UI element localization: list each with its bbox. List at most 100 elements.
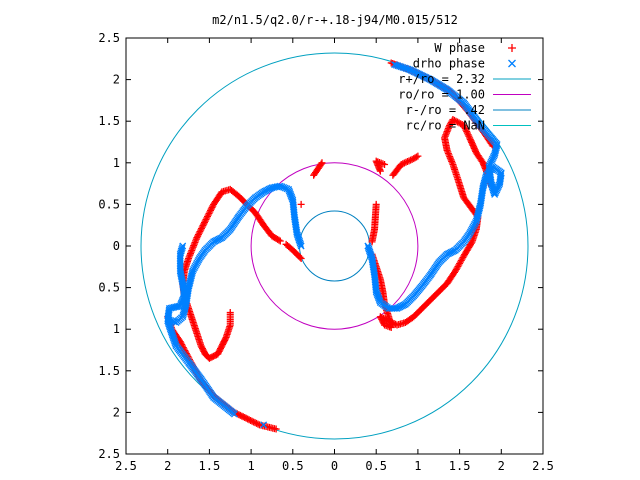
data-point [379, 314, 387, 322]
data-point [206, 208, 214, 216]
data-point [464, 131, 472, 139]
data-point [453, 264, 461, 272]
data-point [392, 61, 400, 69]
data-point [461, 124, 469, 132]
legend-marker [508, 59, 516, 68]
data-point [208, 203, 216, 211]
x-tick-label: 1 [247, 459, 254, 473]
data-point [283, 242, 291, 250]
data-point [454, 118, 462, 126]
data-point [203, 214, 211, 222]
data-point [318, 159, 326, 167]
data-point [470, 143, 478, 151]
y-tick-label: 2 [113, 73, 120, 87]
data-point [179, 242, 187, 250]
data-point [414, 152, 422, 160]
data-point [455, 261, 463, 269]
data-point [466, 134, 474, 142]
data-point [204, 213, 212, 221]
data-point [297, 200, 305, 208]
data-point [196, 228, 204, 236]
data-point [376, 313, 384, 321]
data-point [202, 216, 210, 224]
data-point [400, 159, 408, 167]
data-point [403, 158, 411, 166]
data-point [204, 211, 212, 219]
data-point [469, 141, 477, 149]
axis-ticks: 2.5 2 1.5 1 0.5 0 0.5 1 1.5 2 2.52.521.510.500.511… [98, 31, 554, 473]
legend-marker [508, 44, 516, 52]
data-point [390, 320, 398, 328]
data-point [194, 231, 202, 239]
data-point [452, 265, 460, 273]
data-point [230, 410, 238, 418]
legend-label: drho phase [413, 57, 485, 71]
y-tick-label: 0.5 [98, 281, 120, 295]
data-point [201, 217, 209, 225]
data-point [457, 256, 465, 264]
x-tick-label: 2.5 [115, 459, 137, 473]
data-point [205, 209, 213, 217]
x-tick-label: 1 [414, 459, 421, 473]
y-tick-label: 0 [113, 239, 120, 253]
legend-label: ro/ro = 1.00 [398, 88, 485, 102]
series-drho-phase [164, 61, 505, 429]
data-point [462, 126, 470, 134]
data-point [381, 160, 389, 168]
data-point [405, 157, 413, 165]
y-tick-label: 2.5 [98, 447, 120, 461]
x-tick-label: 0.5 [282, 459, 304, 473]
data-point [457, 120, 465, 128]
data-point [272, 425, 280, 433]
data-point [384, 317, 392, 325]
data-point [376, 167, 384, 175]
x-tick-label: 0 [331, 459, 338, 473]
data-point [449, 116, 457, 124]
data-point [458, 255, 466, 263]
data-point [207, 205, 215, 213]
data-point [471, 146, 479, 154]
data-point [194, 232, 202, 240]
data-point [463, 128, 471, 136]
data-point [197, 226, 205, 234]
data-point [381, 315, 389, 323]
data-point [466, 135, 474, 143]
y-tick-label: 0.5 [98, 197, 120, 211]
data-point [260, 421, 268, 429]
data-point [468, 140, 476, 148]
data-point [399, 160, 407, 168]
data-point [207, 206, 215, 214]
y-tick-label: 1 [113, 322, 120, 336]
legend-label: r+/ro = 2.32 [398, 72, 485, 86]
circle-ro-ro [250, 162, 419, 330]
data-point [378, 313, 386, 321]
data-point [368, 238, 376, 246]
legend-label: r-/ro = .42 [406, 103, 485, 117]
data-point [467, 137, 475, 145]
data-point [456, 258, 464, 266]
data-point [470, 144, 478, 152]
x-tick-label: 2.5 [532, 459, 554, 473]
x-tick-label: 2 [164, 459, 171, 473]
data-point [402, 158, 410, 166]
data-point [452, 117, 460, 125]
data-point [195, 229, 203, 237]
data-point [456, 259, 464, 267]
data-point [468, 138, 476, 146]
data-point [382, 316, 390, 324]
data-point [451, 267, 459, 275]
data-point [413, 153, 421, 161]
x-tick-label: 2 [498, 459, 505, 473]
data-point [200, 220, 208, 228]
x-tick-label: 1.5 [449, 459, 471, 473]
data-point [210, 200, 218, 208]
data-point [385, 317, 393, 325]
data-point [450, 116, 458, 124]
data-series [164, 59, 505, 433]
data-point [460, 121, 468, 129]
y-tick-label: 1.5 [98, 114, 120, 128]
data-point [178, 244, 186, 252]
data-point [397, 160, 405, 168]
data-point [387, 318, 395, 326]
